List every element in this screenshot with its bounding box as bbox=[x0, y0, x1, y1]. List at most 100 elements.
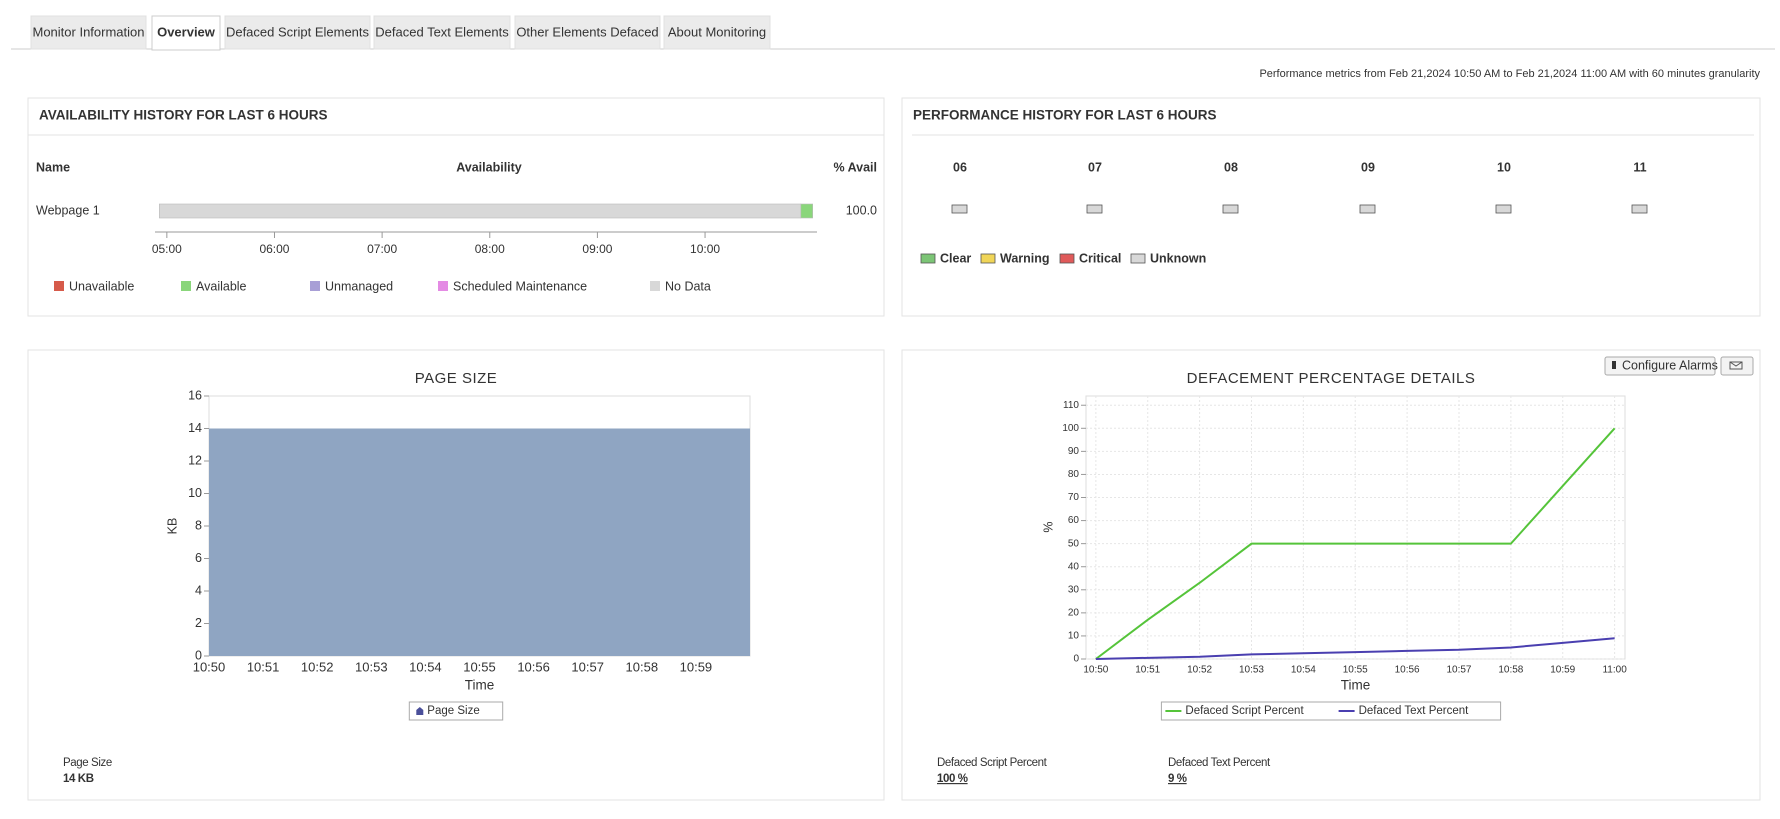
x-tick-label: 05:00 bbox=[152, 242, 182, 256]
line bbox=[1095, 427, 1616, 660]
legend-swatch bbox=[181, 281, 191, 291]
tab-label[interactable]: About Monitoring bbox=[668, 24, 766, 39]
legend-label: Clear bbox=[940, 251, 971, 265]
tab-bg bbox=[151, 15, 221, 51]
summary-value: 9 % bbox=[1168, 773, 1187, 785]
tab[interactable]: Defaced Text Elements bbox=[373, 15, 511, 50]
legend-label: No Data bbox=[665, 279, 711, 293]
x-tick-label: 06:00 bbox=[259, 242, 289, 256]
tab-label[interactable]: Other Elements Defaced bbox=[516, 24, 658, 39]
hour-label: 06 bbox=[953, 160, 967, 174]
row-percent: 100.0 bbox=[846, 203, 877, 217]
status-box bbox=[1359, 204, 1376, 214]
tab-label[interactable]: Overview bbox=[157, 24, 216, 39]
y-tick-label: 110 bbox=[1063, 400, 1079, 411]
column-header: Name bbox=[36, 160, 70, 174]
x-tick-label: 10:53 bbox=[1239, 665, 1264, 676]
plot-area bbox=[1085, 395, 1626, 660]
x-tick-label: 10:57 bbox=[571, 659, 604, 674]
availability-segment bbox=[159, 203, 802, 219]
area bbox=[209, 428, 750, 656]
x-tick-label: 10:52 bbox=[1187, 665, 1212, 676]
x-tick-label: 10:55 bbox=[1343, 665, 1368, 676]
y-tick-label: 12 bbox=[188, 453, 202, 467]
x-tick-label: 10:54 bbox=[409, 659, 442, 674]
legend-box bbox=[408, 701, 504, 721]
availability-segment bbox=[800, 203, 813, 219]
button-icon[interactable] bbox=[1729, 361, 1743, 370]
x-tick-label: 10:56 bbox=[517, 659, 550, 674]
chart-title: PAGE SIZE bbox=[415, 370, 498, 387]
legend-swatch bbox=[310, 281, 320, 291]
line bbox=[1095, 637, 1615, 660]
hour-label: 07 bbox=[1088, 160, 1102, 174]
x-tick-label: 10:50 bbox=[1083, 665, 1108, 676]
y-axis-label: % bbox=[1041, 521, 1055, 532]
legend-box bbox=[1160, 701, 1502, 721]
legend-label: Unmanaged bbox=[325, 279, 393, 293]
x-tick-label: 10:57 bbox=[1446, 665, 1471, 676]
y-tick-label: 20 bbox=[1068, 608, 1080, 619]
panel bbox=[901, 97, 1761, 317]
y-tick-label: 8 bbox=[195, 518, 202, 532]
legend-label: Unknown bbox=[1150, 251, 1206, 265]
summary-label: Defaced Text Percent bbox=[1168, 757, 1271, 769]
summary-label: Defaced Script Percent bbox=[937, 757, 1048, 769]
status-box bbox=[1086, 204, 1103, 214]
x-tick-label: 10:52 bbox=[301, 659, 334, 674]
y-tick-label: 40 bbox=[1068, 561, 1080, 572]
x-tick-label: 10:51 bbox=[247, 659, 280, 674]
column-header: % Avail bbox=[833, 160, 877, 174]
legend-swatch bbox=[1059, 253, 1075, 264]
x-tick-label: 10:53 bbox=[355, 659, 388, 674]
y-tick-label: 0 bbox=[1073, 654, 1079, 665]
tab-bg bbox=[514, 15, 661, 50]
x-tick-label: 10:59 bbox=[1550, 665, 1575, 676]
y-tick-label: 30 bbox=[1068, 584, 1080, 595]
x-tick-label: 10:58 bbox=[626, 659, 659, 674]
export-button[interactable] bbox=[1720, 356, 1754, 376]
status-box bbox=[1631, 204, 1648, 214]
button-bg[interactable] bbox=[1604, 356, 1716, 376]
tab-label[interactable]: Defaced Script Elements bbox=[226, 24, 370, 39]
y-tick-label: 10 bbox=[188, 486, 202, 500]
legend-label: Scheduled Maintenance bbox=[453, 279, 587, 293]
y-tick-label: 70 bbox=[1068, 492, 1080, 503]
button-icon[interactable] bbox=[1612, 361, 1616, 369]
y-tick-label: 90 bbox=[1068, 446, 1080, 457]
legend-swatch bbox=[54, 281, 64, 291]
tab[interactable]: Overview bbox=[151, 15, 221, 51]
status-box bbox=[951, 204, 968, 214]
y-tick-label: 16 bbox=[188, 388, 202, 402]
x-axis-label: Time bbox=[465, 678, 495, 693]
tab-bg bbox=[373, 15, 511, 50]
y-tick-label: 6 bbox=[195, 551, 202, 565]
summary-value: 14 KB bbox=[63, 773, 94, 785]
status-box bbox=[1222, 204, 1239, 214]
summary-label: Page Size bbox=[63, 757, 112, 769]
tab[interactable]: Monitor Information bbox=[30, 15, 147, 50]
panel-title: PERFORMANCE HISTORY FOR LAST 6 HOURS bbox=[913, 108, 1217, 123]
x-tick-label: 11:00 bbox=[1602, 665, 1627, 676]
x-tick-label: 10:00 bbox=[690, 242, 720, 256]
tab-bg bbox=[663, 15, 771, 50]
x-tick-label: 10:54 bbox=[1291, 665, 1316, 676]
tab-label[interactable]: Defaced Text Elements bbox=[375, 24, 509, 39]
summary-value: 100 % bbox=[937, 773, 968, 785]
y-axis-label: KB bbox=[165, 518, 179, 535]
y-tick-label: 2 bbox=[195, 616, 202, 630]
tab[interactable]: Other Elements Defaced bbox=[514, 15, 661, 50]
hour-label: 11 bbox=[1633, 160, 1646, 174]
button-bg[interactable] bbox=[1720, 356, 1754, 376]
tab[interactable]: Defaced Script Elements bbox=[224, 15, 371, 50]
x-tick-label: 10:55 bbox=[463, 659, 496, 674]
y-tick-label: 10 bbox=[1068, 631, 1080, 642]
x-tick-label: 10:56 bbox=[1395, 665, 1420, 676]
hour-label: 10 bbox=[1497, 160, 1511, 174]
column-header: Availability bbox=[456, 160, 522, 174]
tab-label[interactable]: Monitor Information bbox=[33, 24, 145, 39]
configure-alarms-button[interactable]: Configure Alarms bbox=[1604, 356, 1718, 376]
button-label[interactable]: Configure Alarms bbox=[1622, 358, 1718, 372]
tab[interactable]: About Monitoring bbox=[663, 15, 771, 50]
